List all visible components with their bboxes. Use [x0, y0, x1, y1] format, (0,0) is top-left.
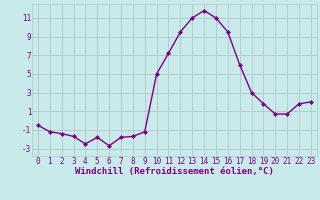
X-axis label: Windchill (Refroidissement éolien,°C): Windchill (Refroidissement éolien,°C): [75, 167, 274, 176]
